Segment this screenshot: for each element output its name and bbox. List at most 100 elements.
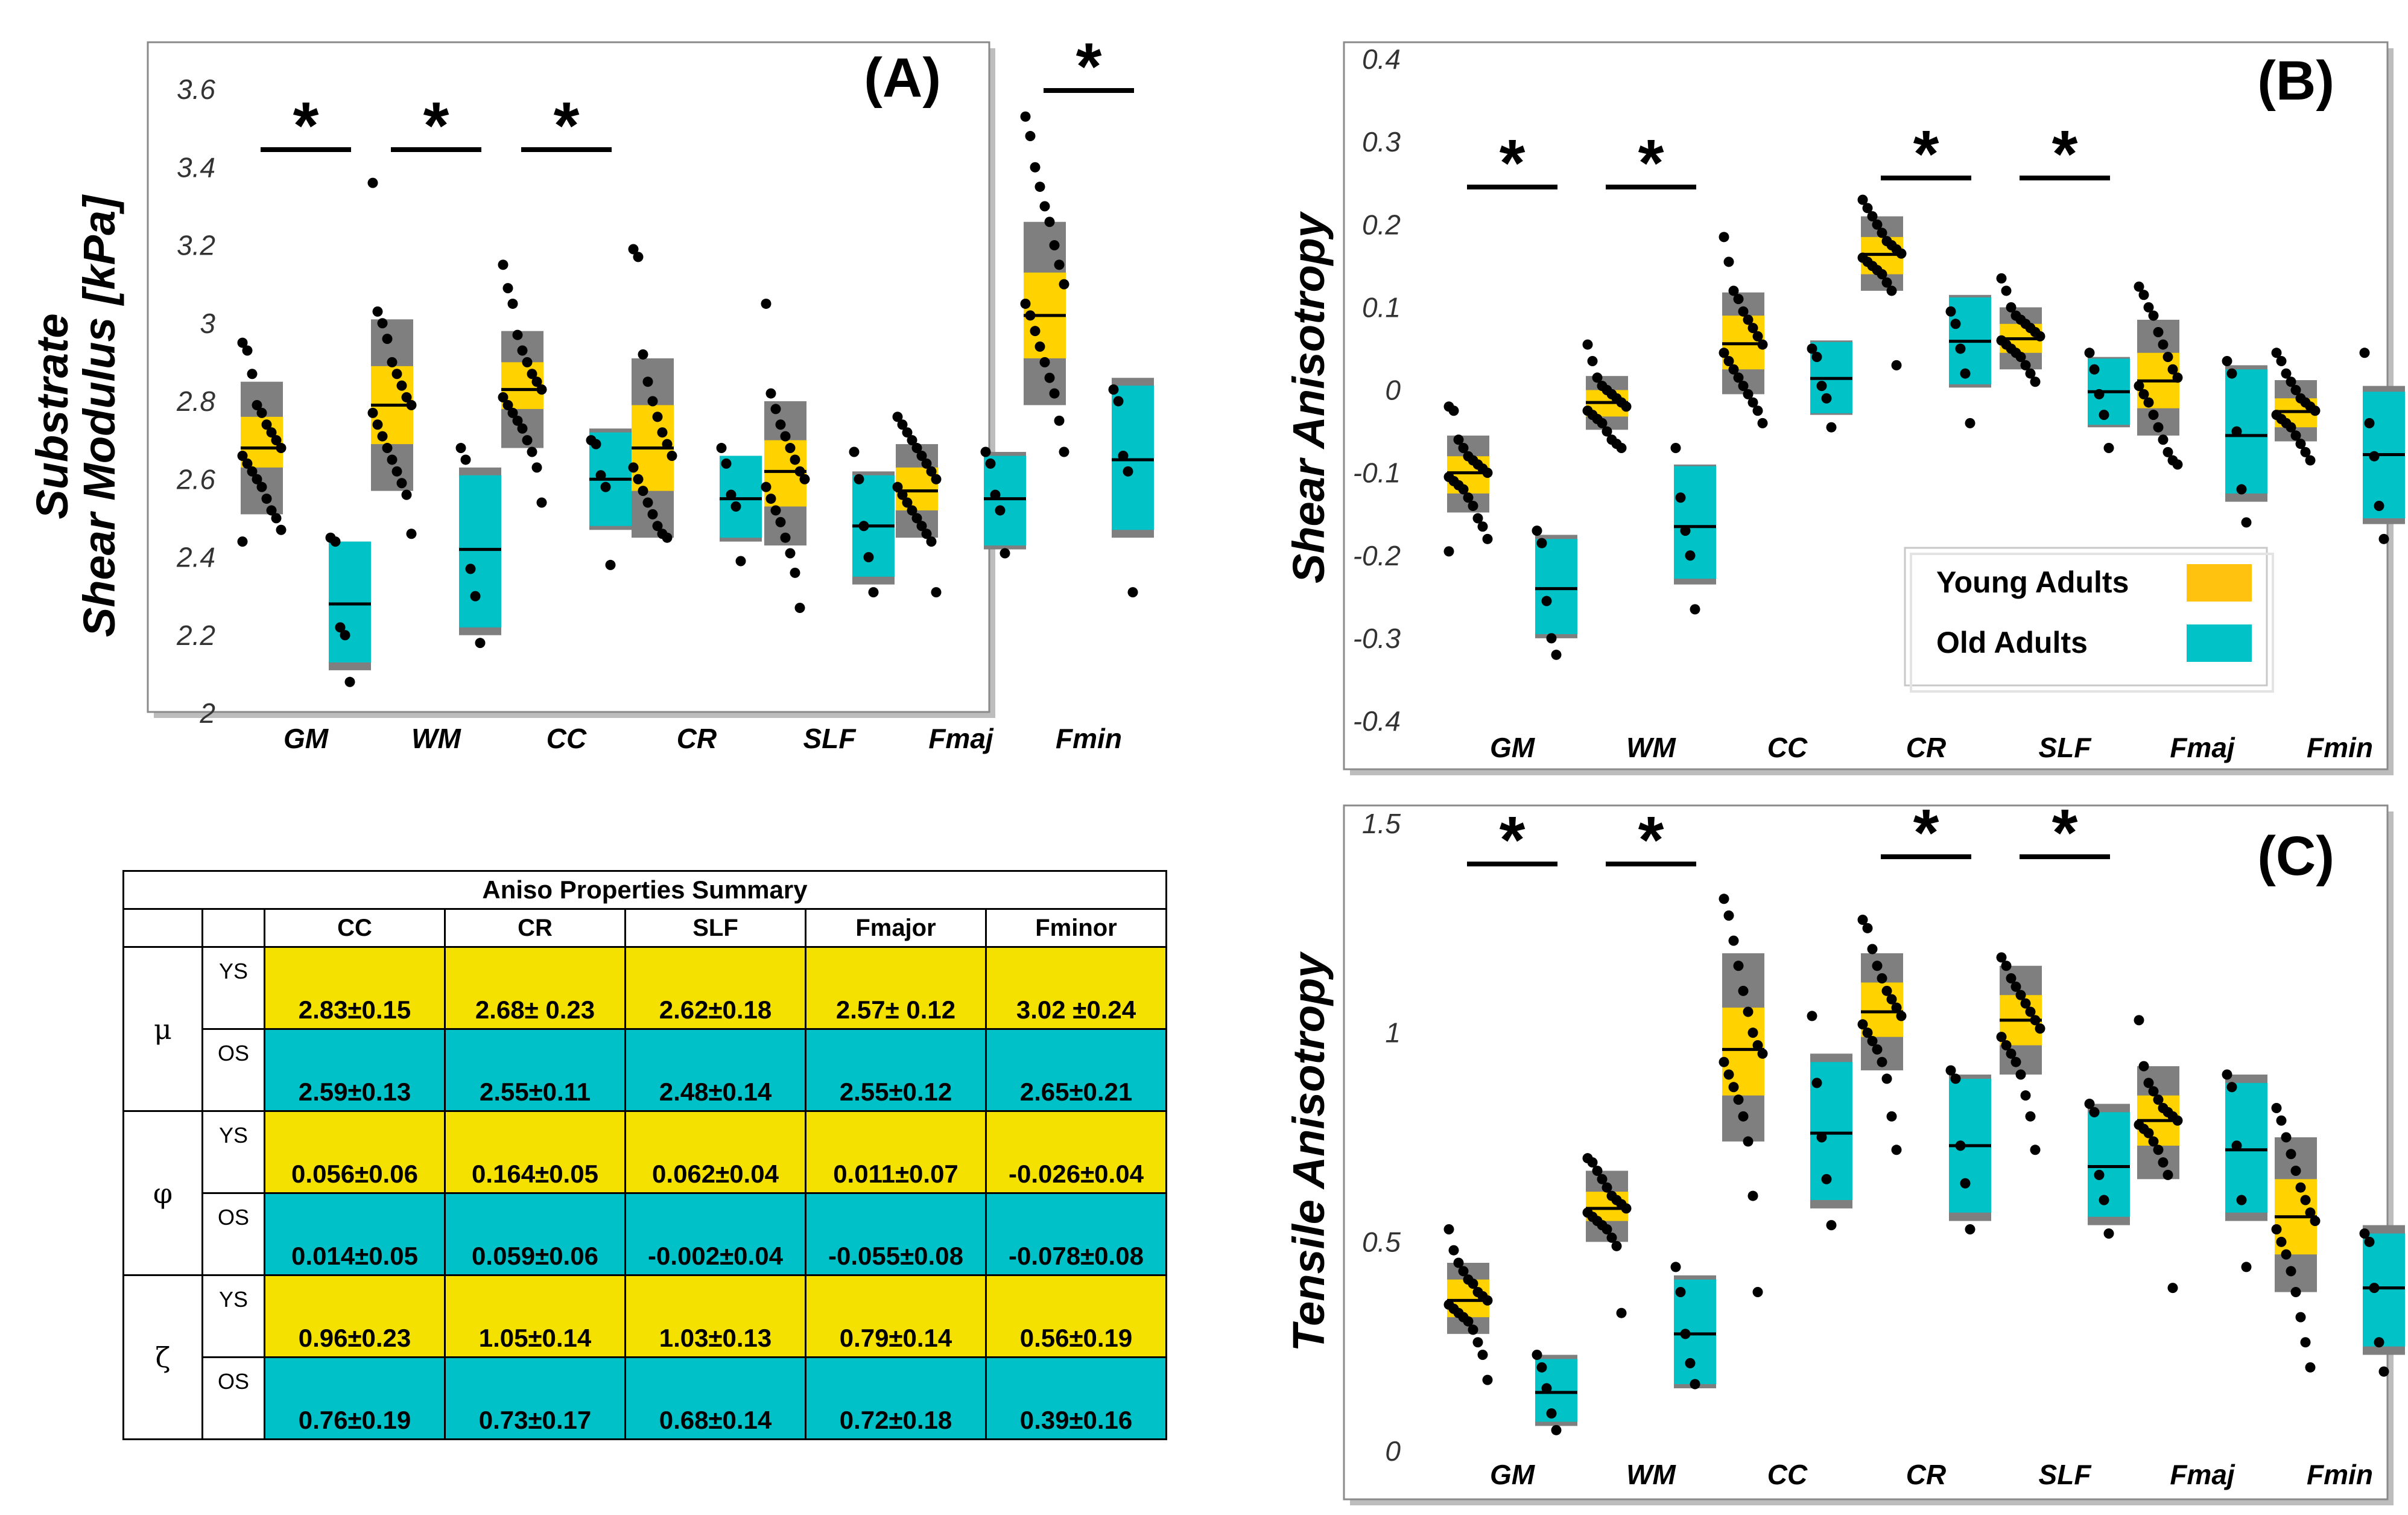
young-data-point [2001,1040,2012,1050]
old-data-point [1675,492,1686,503]
old-iqr-box [1112,386,1154,530]
young-data-point [2158,339,2169,350]
young-iqr-box [2000,323,2042,353]
young-data-point [2167,1283,2178,1294]
young-data-point [2167,455,2178,466]
col-header: Fminor [985,908,1167,948]
young-data-point [1054,259,1065,270]
old-data-point [1546,1408,1557,1419]
young-data-point [667,450,677,461]
young-data-point [1723,910,1734,921]
young-data-point [1996,273,2007,284]
young-data-point [647,509,658,519]
legend-box [1904,547,2268,687]
young-data-point [1896,1011,1907,1021]
young-data-point [382,334,393,345]
young-data-point [1747,323,1758,334]
young-data-point [1606,389,1617,399]
young-data-point [2143,397,2154,408]
old-data-point [1685,550,1696,561]
old-iqr-box [2088,1112,2130,1217]
young-data-point [931,474,942,484]
young-data-point [391,369,402,380]
old-range-box [2225,1075,2267,1221]
y-tick-label: 0.4 [1362,43,1401,75]
young-data-point [1872,961,1883,971]
young-data-point [2286,422,2296,433]
young-data-point [2143,1078,2154,1088]
significance-star: * [1500,803,1526,877]
old-data-point [2084,348,2095,358]
young-data-point [1443,1299,1454,1310]
young-data-point [892,411,903,422]
young-data-point [1747,1027,1758,1038]
young-data-point [2148,410,2159,421]
young-data-point [1723,1069,1734,1080]
young-data-point [2134,1015,2144,1026]
young-data-point [1867,944,1878,954]
table-cell: 0.059±0.06 [444,1192,626,1276]
old-range-box [459,467,501,635]
young-data-point [1733,1094,1744,1105]
young-data-point [1453,1257,1464,1268]
y-tick-label: -0.4 [1353,705,1401,737]
old-data-point [1945,1065,1956,1076]
young-iqr-box [2000,995,2042,1046]
old-data-point [1113,396,1124,407]
young-data-point [1733,372,1744,383]
young-data-point [2134,381,2144,392]
table-title: Aniso Properties Summary [122,870,1167,910]
young-iqr-box [1024,272,1066,358]
young-range-box [501,331,543,448]
young-data-point [247,369,258,380]
young-data-point [252,474,262,484]
young-data-point [2015,314,2026,325]
old-data-point [1950,319,1961,329]
young-data-point [2030,327,2041,338]
young-data-point [1059,279,1069,290]
young-data-point [2172,372,2183,383]
young-data-point [387,357,398,367]
young-data-point [406,399,417,410]
old-data-point [1826,1220,1837,1231]
old-data-point [2226,368,2237,379]
table-cell: 0.39±0.16 [985,1356,1167,1440]
young-data-point [2025,323,2036,334]
young-data-point [261,419,272,430]
significance-star: * [423,89,449,163]
old-range-box [984,452,1026,550]
young-range-box [1722,953,1764,1142]
significance-star: * [293,89,319,163]
old-data-point [325,532,336,543]
young-data-point [1757,418,1768,428]
old-data-point [600,481,611,492]
young-data-point [2158,1157,2169,1168]
young-range-box [1447,435,1489,513]
young-data-point [1891,360,1902,370]
old-data-point [1807,343,1817,354]
young-data-point [387,454,398,465]
young-data-point [2271,348,2282,358]
young-iqr-box [632,405,674,491]
old-data-point [1675,1287,1686,1298]
young-data-point [1857,252,1868,263]
young-data-point [780,431,791,442]
young-data-point [1743,1006,1754,1017]
young-data-point [628,244,639,255]
old-data-point [1816,1132,1827,1143]
old-iqr-box [329,541,371,662]
y-axis-label: Shear Modulus [kPa] [74,194,124,637]
young-iqr-box [2137,1095,2179,1146]
young-data-point [1881,985,1892,996]
young-data-point [1867,1036,1878,1047]
young-data-point [2158,1102,2169,1113]
young-data-point [237,337,248,348]
young-iqr-box [1861,237,1903,275]
old-range-box [1535,535,1577,638]
young-range-box [1586,376,1628,430]
young-data-point [536,497,547,508]
significance-star: * [1500,126,1526,200]
y-tick-label: 2.6 [176,463,215,495]
young-data-point [1592,413,1603,424]
young-data-point [2310,1216,2321,1227]
